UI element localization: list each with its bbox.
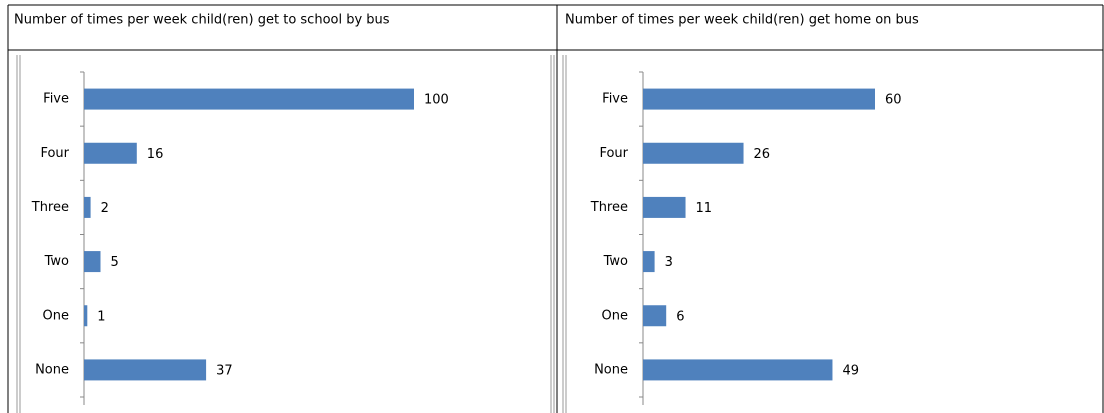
category-label: Five xyxy=(43,92,69,107)
category-label: One xyxy=(43,308,69,323)
category-label: Two xyxy=(603,254,628,269)
data-label: 3 xyxy=(665,255,673,270)
category-label: None xyxy=(35,362,69,377)
category-label: One xyxy=(602,308,628,323)
bar xyxy=(643,196,686,218)
bar xyxy=(643,251,655,273)
bar xyxy=(84,196,91,218)
bar xyxy=(643,142,744,164)
category-label: Three xyxy=(31,200,69,215)
data-label: 6 xyxy=(676,309,684,324)
bar xyxy=(84,251,101,273)
category-label: Four xyxy=(40,146,69,161)
bar xyxy=(643,305,667,327)
bar xyxy=(84,142,137,164)
category-label: Four xyxy=(599,146,628,161)
data-label: 37 xyxy=(216,363,233,378)
category-label: Five xyxy=(602,92,628,107)
category-label: Three xyxy=(590,200,628,215)
category-label: None xyxy=(594,362,628,377)
data-label: 60 xyxy=(885,93,902,108)
data-label: 11 xyxy=(696,201,713,216)
bar xyxy=(643,359,833,381)
data-label: 5 xyxy=(111,255,119,270)
data-label: 49 xyxy=(842,363,859,378)
bar xyxy=(84,88,414,110)
chart-title: Number of times per week child(ren) get … xyxy=(565,13,919,28)
bar xyxy=(84,305,88,327)
category-label: Two xyxy=(44,254,69,269)
bar xyxy=(84,359,207,381)
data-label: 100 xyxy=(424,93,449,108)
chart-title: Number of times per week child(ren) get … xyxy=(14,13,390,28)
data-label: 16 xyxy=(147,147,164,162)
data-label: 1 xyxy=(97,309,105,324)
data-label: 26 xyxy=(754,147,771,162)
data-label: 2 xyxy=(101,201,109,216)
bar xyxy=(643,88,875,110)
